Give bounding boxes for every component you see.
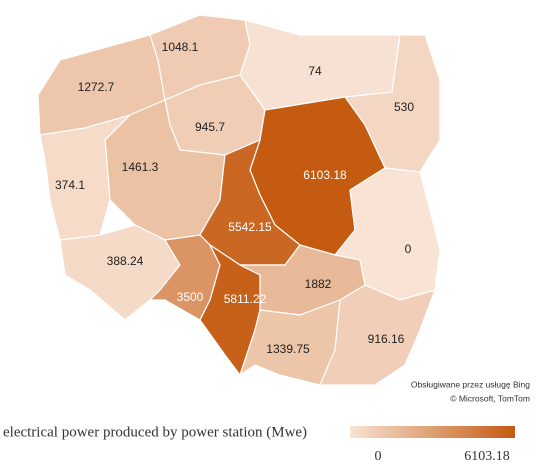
legend-min: 0 [375,449,382,464]
region-label: 388.24 [107,254,144,268]
region-label: 1339.75 [266,342,310,356]
region-label: 1882 [305,277,332,291]
legend-gradient [350,426,515,438]
region [39,114,131,241]
region [59,224,181,321]
attribution: Obsługiwane przez usługę Bing [411,379,530,389]
region [238,299,341,386]
legend-max: 6103.18 [464,449,510,464]
region-label: 5811.22 [224,292,267,306]
region-label: 6103.18 [303,168,347,182]
region-label: 3500 [177,290,204,304]
region-label: 0 [405,242,412,256]
legend-title: electrical power produced by power stati… [3,424,307,440]
region-label: 530 [394,100,414,114]
region-label: 1461.3 [122,160,159,174]
region-label: 1048.1 [162,40,199,54]
region-label: 1272.7 [78,80,115,94]
region-label: 374.1 [55,178,85,192]
region [319,284,436,386]
regions [37,14,441,386]
region-label: 74 [308,64,322,78]
attribution: © Microsoft, TomTom [450,393,530,403]
region-label: 916.16 [368,332,405,346]
region-labels: 1048.1 74 530 1272.7 945.7 374.1 1461.3 … [55,40,414,356]
region-label: 5542.15 [228,220,272,234]
region-label: 945.7 [195,120,225,134]
